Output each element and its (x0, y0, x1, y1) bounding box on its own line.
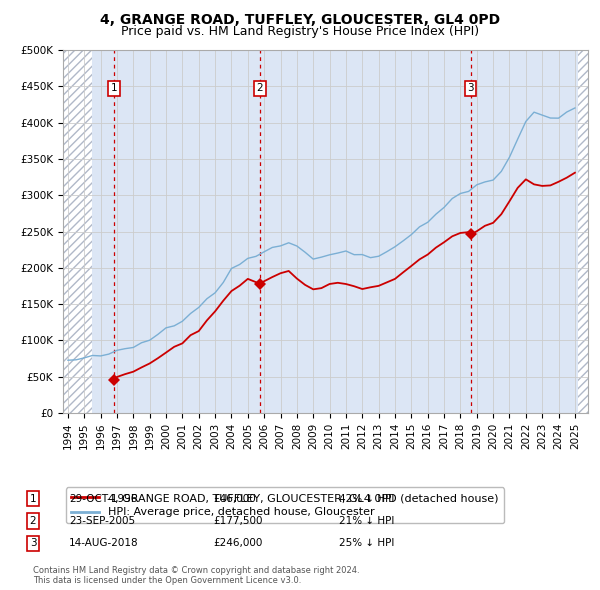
Text: 42% ↓ HPI: 42% ↓ HPI (339, 494, 394, 503)
Bar (578, 50, 588, 413)
Text: 2: 2 (256, 83, 263, 93)
Text: 2: 2 (29, 516, 37, 526)
Legend: 4, GRANGE ROAD, TUFFLEY, GLOUCESTER, GL4 0PD (detached house), HPI: Average pric: 4, GRANGE ROAD, TUFFLEY, GLOUCESTER, GL4… (66, 487, 504, 523)
Bar (63, 50, 92, 413)
Text: Contains HM Land Registry data © Crown copyright and database right 2024.
This d: Contains HM Land Registry data © Crown c… (33, 566, 359, 585)
Text: £46,000: £46,000 (213, 494, 256, 503)
Text: 1: 1 (29, 494, 37, 503)
Text: 4, GRANGE ROAD, TUFFLEY, GLOUCESTER, GL4 0PD: 4, GRANGE ROAD, TUFFLEY, GLOUCESTER, GL4… (100, 13, 500, 27)
Text: Price paid vs. HM Land Registry's House Price Index (HPI): Price paid vs. HM Land Registry's House … (121, 25, 479, 38)
Text: 21% ↓ HPI: 21% ↓ HPI (339, 516, 394, 526)
Text: 25% ↓ HPI: 25% ↓ HPI (339, 539, 394, 548)
Text: 14-AUG-2018: 14-AUG-2018 (69, 539, 139, 548)
Text: 23-SEP-2005: 23-SEP-2005 (69, 516, 135, 526)
Text: 29-OCT-1996: 29-OCT-1996 (69, 494, 137, 503)
Text: 1: 1 (111, 83, 118, 93)
Text: £177,500: £177,500 (213, 516, 263, 526)
Text: £246,000: £246,000 (213, 539, 262, 548)
Text: 3: 3 (29, 539, 37, 548)
Text: 3: 3 (467, 83, 474, 93)
